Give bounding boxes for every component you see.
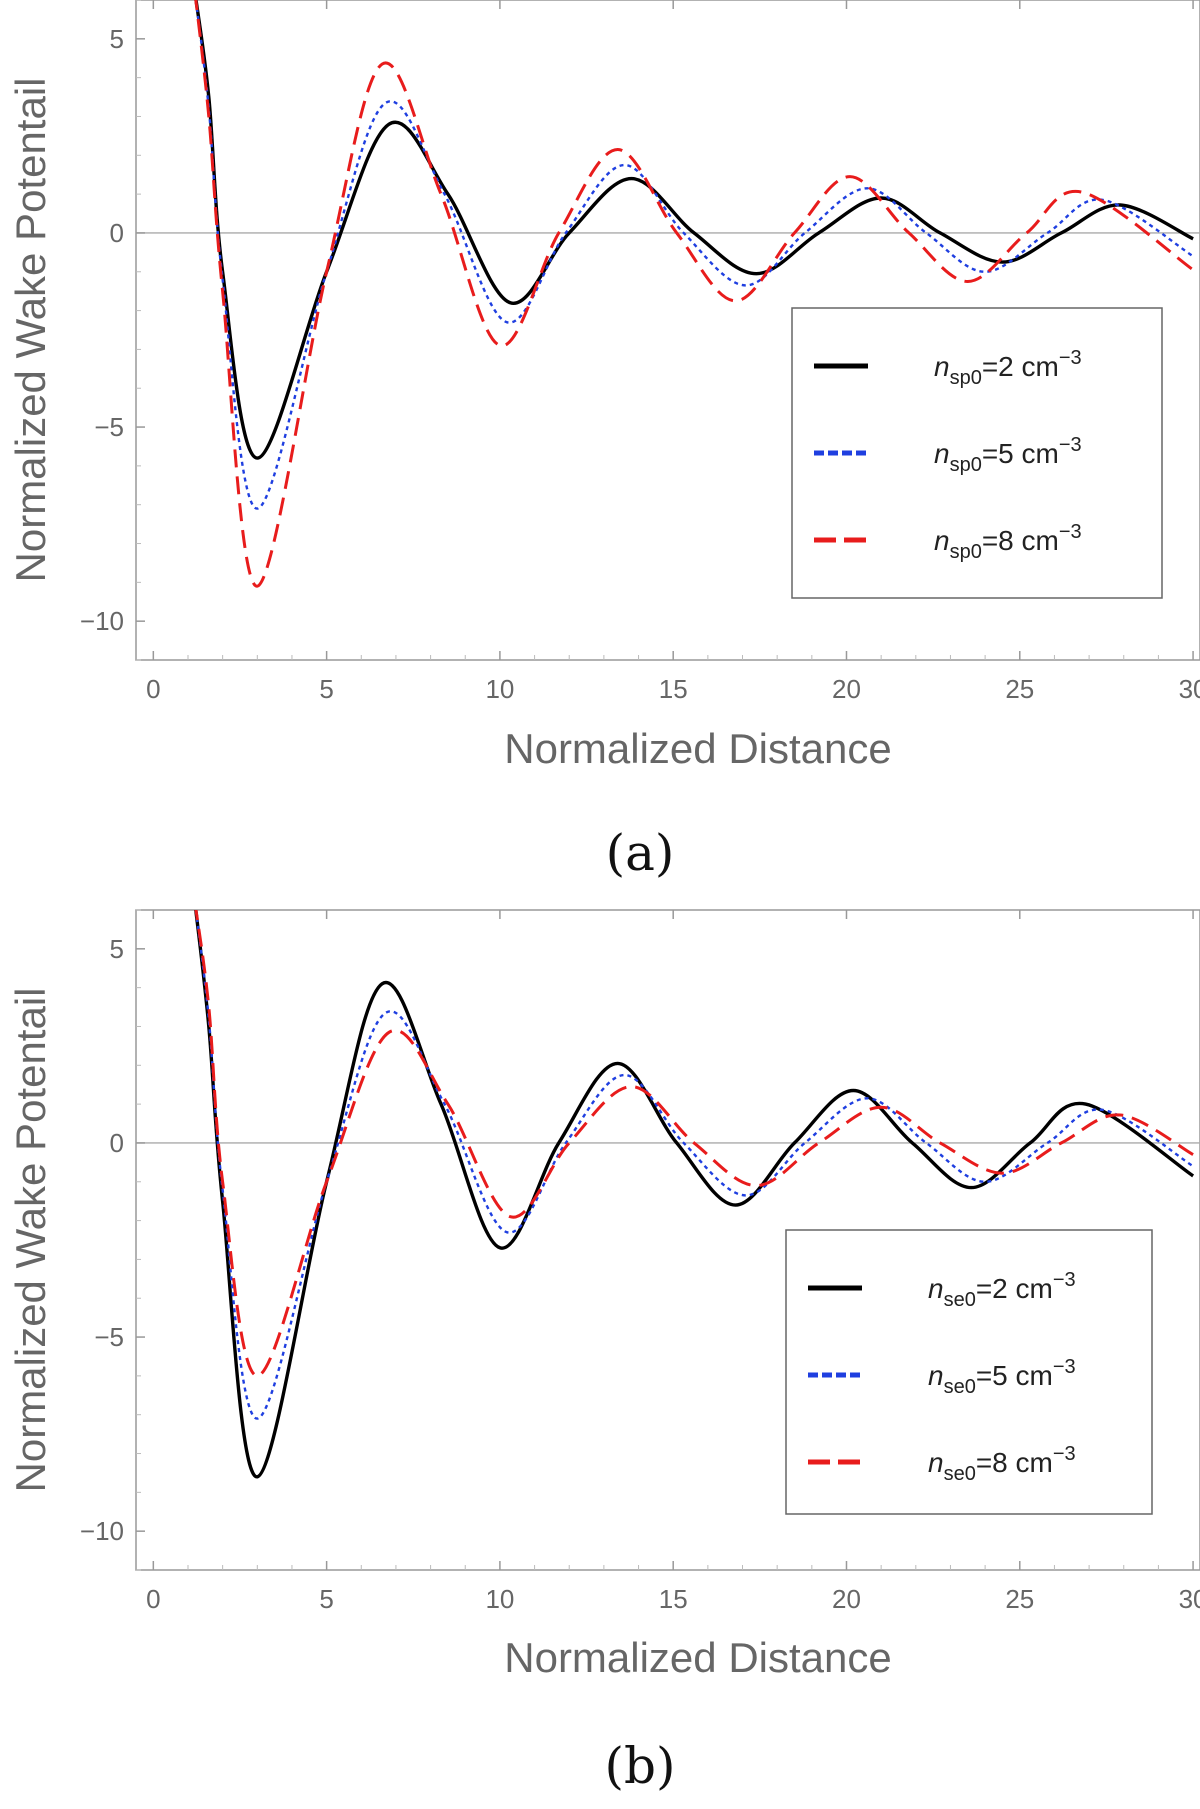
legend-symbol: n: [928, 1447, 944, 1478]
series-group: [194, 0, 1194, 588]
y-tick-label: 5: [110, 934, 124, 964]
series-line-3: [194, 0, 1194, 588]
panel-label: (a): [606, 824, 675, 882]
y-tick-label: −5: [94, 1322, 124, 1352]
legend-value: =2 cm: [982, 351, 1059, 382]
y-tick-label: −10: [80, 1516, 124, 1546]
plot-frame: [135, 909, 1200, 1571]
x-tick-label: 10: [485, 1584, 514, 1614]
legend-subscript: sp0: [950, 541, 982, 563]
legend-subscript: sp0: [950, 367, 982, 389]
y-axis-label: Normalized Wake Potentail: [7, 78, 54, 583]
legend-superscript: −3: [1059, 434, 1082, 456]
x-tick-label: 30: [1179, 674, 1200, 704]
x-tick-label: 15: [659, 1584, 688, 1614]
legend-value: =5 cm: [976, 1360, 1053, 1391]
x-tick-label: 25: [1005, 1584, 1034, 1614]
legend-subscript: se0: [944, 1463, 976, 1485]
x-tick-label: 5: [319, 674, 333, 704]
series-line-1: [194, 0, 1194, 460]
legend-value: =5 cm: [982, 438, 1059, 469]
series-line-3: [194, 910, 1194, 1378]
panel-label: (b): [604, 1737, 675, 1795]
legend-symbol: n: [928, 1273, 944, 1304]
x-tick-label: 20: [832, 674, 861, 704]
x-tick-label: 0: [146, 1584, 160, 1614]
legend-label-3: nsp0=8 cm−3: [934, 521, 1082, 563]
y-tick-label: −10: [80, 606, 124, 636]
legend-superscript: −3: [1059, 347, 1082, 369]
x-tick-label: 10: [485, 674, 514, 704]
legend-label-3: nse0=8 cm−3: [928, 1443, 1076, 1485]
legend-label-1: nse0=2 cm−3: [928, 1269, 1076, 1311]
series-line-2: [194, 0, 1194, 510]
legend-subscript: se0: [944, 1289, 976, 1311]
legend-label-2: nsp0=5 cm−3: [934, 434, 1082, 476]
x-axis-label: Normalized Distance: [504, 1634, 891, 1681]
legend-box: [785, 1229, 1153, 1515]
x-tick-label: 15: [659, 674, 688, 704]
legend-value: =2 cm: [976, 1273, 1053, 1304]
legend-superscript: −3: [1053, 1356, 1076, 1378]
legend-superscript: −3: [1053, 1269, 1076, 1291]
x-tick-label: 0: [146, 674, 160, 704]
legend-symbol: n: [934, 351, 950, 382]
legend-label-2: nse0=5 cm−3: [928, 1356, 1076, 1398]
legend-symbol: n: [934, 525, 950, 556]
plot-frame: [135, 0, 1200, 661]
legend-subscript: sp0: [950, 454, 982, 476]
legend-value: =8 cm: [982, 525, 1059, 556]
chart-panel-a: 0 5 10 15 20 25 30 5 0 −5 −10 Normalized Distance No…: [7, 0, 1200, 882]
chart-panel-b: 0 5 10 15 20 25 30 5 0 −5 −10 Normalized Distance No…: [7, 909, 1200, 1795]
legend-superscript: −3: [1059, 521, 1082, 543]
y-axis-label: Normalized Wake Potentail: [7, 988, 54, 1493]
legend-label-1: nsp0=2 cm−3: [934, 347, 1082, 389]
x-tick-label: 20: [832, 1584, 861, 1614]
series-line-1: [194, 910, 1195, 1479]
y-tick-label: 5: [110, 24, 124, 54]
x-axis-label: Normalized Distance: [504, 725, 891, 772]
legend-symbol: n: [934, 438, 950, 469]
legend-box: [791, 307, 1163, 599]
x-tick-label: 30: [1179, 1584, 1200, 1614]
legend-value: =8 cm: [976, 1447, 1053, 1478]
legend-symbol: n: [928, 1360, 944, 1391]
legend-superscript: −3: [1053, 1443, 1076, 1465]
y-tick-label: 0: [110, 1128, 124, 1158]
x-tick-label: 5: [319, 1584, 333, 1614]
y-tick-label: −5: [94, 412, 124, 442]
y-tick-label: 0: [110, 218, 124, 248]
legend-subscript: se0: [944, 1376, 976, 1398]
x-tick-label: 25: [1005, 674, 1034, 704]
series-group: [194, 910, 1195, 1479]
